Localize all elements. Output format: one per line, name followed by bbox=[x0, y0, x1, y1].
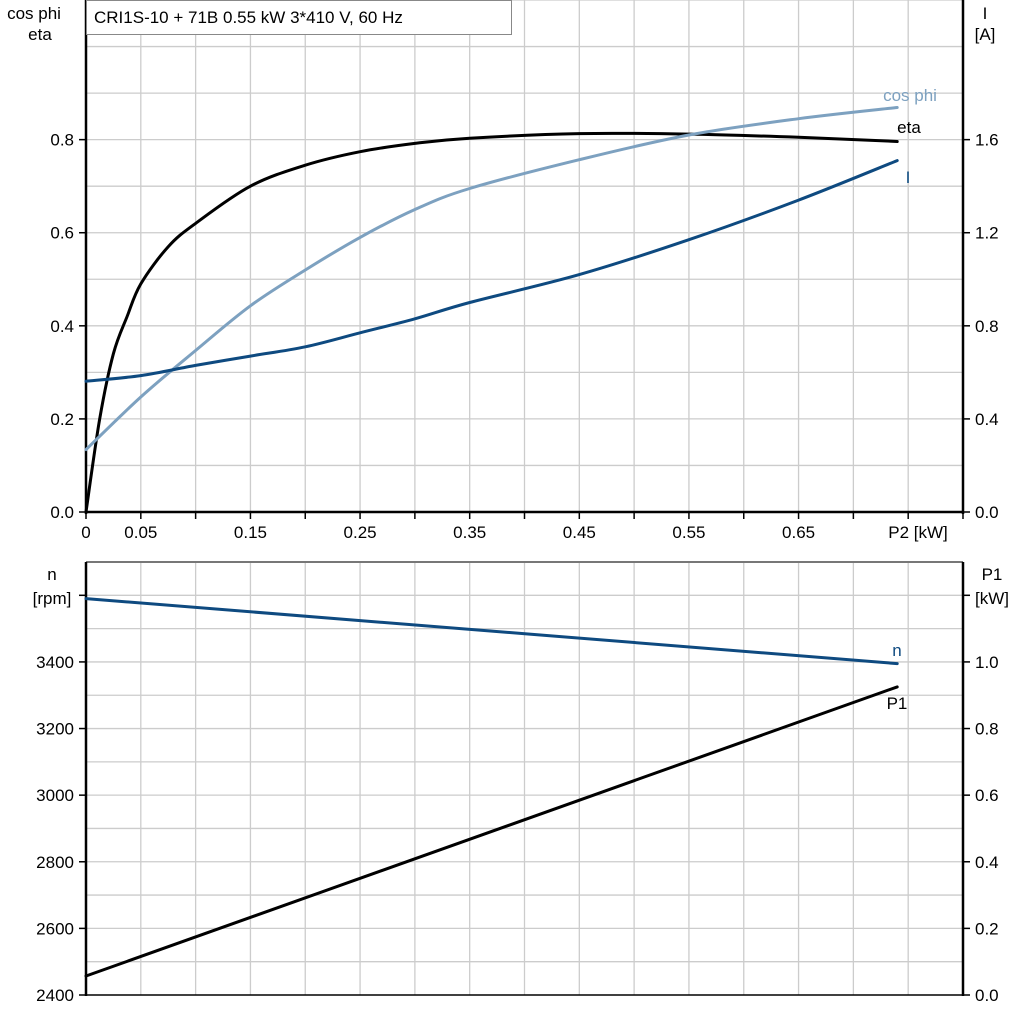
curve-i bbox=[84, 159, 899, 383]
curves bbox=[84, 106, 899, 978]
bottom-left-axis-label-1: n bbox=[47, 565, 56, 584]
y-tick-label-left: 2600 bbox=[36, 919, 74, 938]
y-tick-label-left: 0.0 bbox=[50, 503, 74, 522]
y-tick-label-right: 1.0 bbox=[975, 653, 999, 672]
legend-eta: eta bbox=[897, 118, 921, 137]
y-tick-label-left: 2800 bbox=[36, 853, 74, 872]
legend-n: n bbox=[892, 641, 901, 660]
title-box bbox=[86, 0, 512, 35]
y-tick-label-right: 0.0 bbox=[975, 503, 999, 522]
x-tick-label: 0.35 bbox=[453, 523, 486, 542]
curve-p1 bbox=[84, 685, 899, 978]
y-tick-label-left: 0.8 bbox=[50, 131, 74, 150]
curve-n bbox=[84, 597, 899, 666]
axes bbox=[79, 0, 970, 996]
y-tick-label-right: 1.6 bbox=[975, 131, 999, 150]
tick-labels: 0 0.05 0.15 0.25 0.35 0.45 0.55 0.65 0.0 0.2 0.4 0.… bbox=[36, 131, 998, 1005]
y-tick-label-left: 0.2 bbox=[50, 410, 74, 429]
y-tick-label-left: 0.6 bbox=[50, 224, 74, 243]
x-axis-label: P2 [kW] bbox=[888, 523, 948, 542]
x-tick-label: 0.15 bbox=[234, 523, 267, 542]
legend-i: I bbox=[906, 168, 911, 187]
x-tick-label: 0.55 bbox=[672, 523, 705, 542]
y-tick-label-left: 3400 bbox=[36, 653, 74, 672]
curve-cos-phi bbox=[84, 106, 899, 452]
x-tick-label: 0.45 bbox=[563, 523, 596, 542]
x-tick-label: 0.05 bbox=[124, 523, 157, 542]
y-tick-label-right: 0.4 bbox=[975, 410, 999, 429]
y-tick-label-right: 1.2 bbox=[975, 224, 999, 243]
y-tick-label-right: 0.8 bbox=[975, 720, 999, 739]
legend-p1: P1 bbox=[887, 694, 908, 713]
y-tick-label-right: 0.8 bbox=[975, 317, 999, 336]
top-grid bbox=[86, 0, 963, 512]
bottom-left-axis-label-2: [rpm] bbox=[33, 589, 72, 608]
y-tick-label-right: 0.6 bbox=[975, 786, 999, 805]
curve-eta bbox=[84, 131, 899, 514]
x-tick-label: 0 bbox=[81, 523, 90, 542]
legend-cos-phi: cos phi bbox=[883, 86, 937, 105]
bottom-right-axis-label-2: [kW] bbox=[975, 589, 1009, 608]
top-left-axis-label-2: eta bbox=[28, 25, 52, 44]
top-right-axis-label-2: [A] bbox=[975, 25, 996, 44]
top-left-axis-label-1: cos phi bbox=[7, 4, 61, 23]
y-tick-label-left: 0.4 bbox=[50, 317, 74, 336]
y-tick-label-left: 3200 bbox=[36, 720, 74, 739]
chart-title: CRI1S-10 + 71B 0.55 kW 3*410 V, 60 Hz bbox=[94, 8, 403, 27]
y-tick-label-right: 0.4 bbox=[975, 853, 999, 872]
y-tick-label-left: 3000 bbox=[36, 786, 74, 805]
top-right-axis-label-1: I bbox=[983, 4, 988, 23]
y-tick-label-right: 0.0 bbox=[975, 986, 999, 1005]
y-tick-label-left: 2400 bbox=[36, 986, 74, 1005]
x-tick-label: 0.65 bbox=[782, 523, 815, 542]
y-tick-label-right: 0.2 bbox=[975, 919, 999, 938]
bottom-grid bbox=[86, 562, 963, 995]
x-tick-label: 0.25 bbox=[344, 523, 377, 542]
bottom-right-axis-label-1: P1 bbox=[982, 565, 1003, 584]
